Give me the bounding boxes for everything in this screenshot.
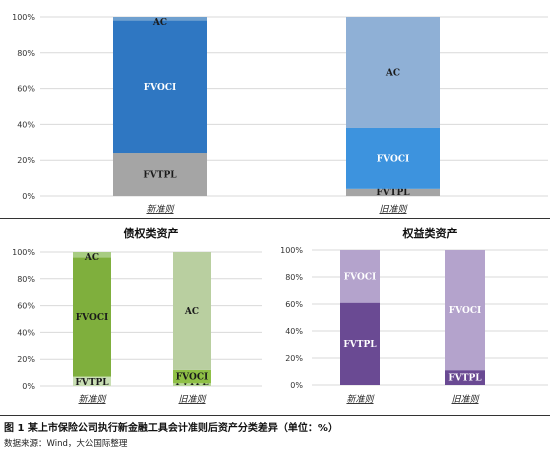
y-tick-label: 40% (17, 120, 35, 129)
caption-divider (0, 415, 550, 416)
segment-label: AC (152, 18, 167, 28)
bar-segment-fvtpl (73, 376, 111, 386)
y-tick-label: 60% (17, 85, 35, 94)
y-tick-label: 60% (17, 302, 35, 311)
bar-segment-fvtpl (346, 188, 440, 196)
segment-label: FVOCI (176, 373, 208, 383)
chart-title: 权益类资产 (402, 226, 458, 240)
bar-segment-fvoci (173, 369, 211, 384)
category-label: 旧准则 (451, 394, 480, 405)
y-tick-label: 80% (17, 49, 35, 58)
y-tick-label: 0% (22, 192, 35, 201)
y-tick-label: 40% (285, 327, 303, 336)
chart-panel-debt-assets: 债权类资产 0% 20% 40% 60% 80% 100% FVTPL FVOCI AC 新准则 FV… (12, 226, 262, 405)
y-tick-label: 100% (12, 13, 35, 22)
panel-divider-top (0, 218, 550, 219)
segment-label: AC (184, 307, 199, 317)
y-tick-label: 20% (17, 156, 35, 165)
category-label: 旧准则 (379, 204, 408, 215)
category-label: 旧准则 (178, 394, 207, 405)
y-tick-label: 0% (22, 382, 35, 391)
segment-label: FVOCI (144, 83, 176, 93)
segment-label: FVOCI (76, 313, 108, 323)
bar-segment-fvoci (445, 250, 485, 371)
bar-segment-fvoci (73, 257, 111, 377)
bar-segment-ac (346, 17, 440, 128)
segment-label: AC (84, 253, 99, 263)
bar-segment-ac (173, 252, 211, 370)
chart-panel-equity-assets: 权益类资产 0% 20% 40% 60% 80% 100% FVTPL FVOCI 新准则 FVTP… (280, 226, 548, 405)
y-tick-label: 100% (280, 246, 303, 255)
segment-label: FVTPL (343, 340, 377, 350)
figure-caption: 图 1 某上市保险公司执行新金融工具会计准则后资产分类差异（单位：%） (4, 423, 338, 434)
bar-segment-ac (113, 17, 207, 21)
chart-title: 债权类资产 (124, 226, 179, 240)
y-tick-label: 80% (17, 275, 35, 284)
y-tick-label: 20% (285, 354, 303, 363)
bar-segment-fvoci (113, 20, 207, 154)
segment-label: FVOCI (449, 306, 481, 316)
y-tick-label: 60% (285, 300, 303, 309)
bar-segment-fvtpl (173, 383, 211, 386)
segment-label: AC (385, 68, 400, 78)
bar-segment-fvoci (346, 127, 440, 189)
segment-label: FVTPL (143, 171, 177, 181)
segment-label: FVTPL (376, 188, 410, 198)
y-tick-label: 100% (12, 248, 35, 257)
y-tick-label: 20% (17, 355, 35, 364)
segment-label: FVTPL (448, 374, 482, 384)
bar-segment-fvtpl (113, 153, 207, 196)
y-tick-label: 80% (285, 273, 303, 282)
bar-segment-fvtpl (340, 302, 380, 385)
segment-label: FVOCI (377, 154, 409, 164)
figure-source: 数据来源：Wind，大公国际整理 (4, 439, 128, 449)
segment-label: FVOCI (344, 272, 376, 282)
bar-segment-fvtpl (445, 370, 485, 385)
segment-label: FVTPL (75, 378, 109, 388)
category-label: 新准则 (146, 204, 175, 215)
category-label: 新准则 (78, 394, 107, 405)
bar-segment-ac (73, 252, 111, 258)
y-tick-label: 40% (17, 328, 35, 337)
bar-segment-fvoci (340, 250, 380, 303)
chart-panel-total-assets: 0% 20% 40% 60% 80% 100% FVTPL FVOCI AC 新准则 FVTPL FV… (12, 13, 548, 215)
y-tick-label: 0% (290, 381, 303, 390)
category-label: 新准则 (346, 394, 375, 405)
